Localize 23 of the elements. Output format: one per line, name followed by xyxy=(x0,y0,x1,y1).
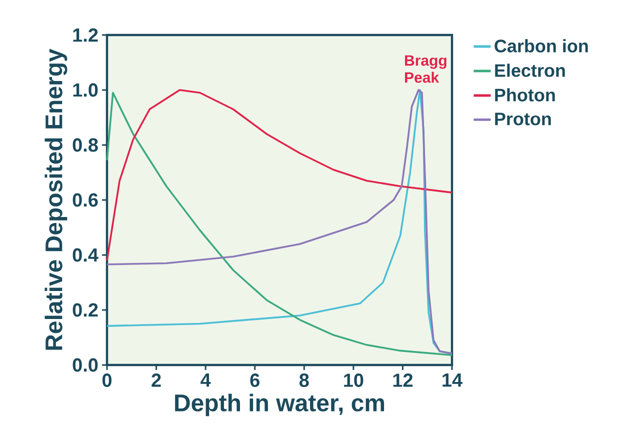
legend-label: Photon xyxy=(495,88,555,102)
y-tick-label: 1.0 xyxy=(73,83,98,97)
x-tick-label: 4 xyxy=(200,374,211,387)
x-tick-label: 12 xyxy=(393,374,413,387)
x-tick-label: 8 xyxy=(299,374,309,387)
x-axis-title: Depth in water, cm xyxy=(175,394,384,416)
y-tick-label: 0.8 xyxy=(72,138,98,152)
legend-label: Carbon ion xyxy=(494,39,588,52)
y-tick-label: 1.2 xyxy=(73,28,98,42)
x-tick-label: 14 xyxy=(442,374,462,387)
legend-label: Electron xyxy=(495,64,565,77)
x-tick-label: 6 xyxy=(250,374,260,387)
y-tick-label: 0.6 xyxy=(72,193,98,207)
x-tick-label: 0 xyxy=(102,374,112,387)
annotation: Bragg Peak xyxy=(405,55,446,83)
y-axis-title: Relative Deposited Energy xyxy=(44,48,68,350)
y-tick-label: 0.4 xyxy=(72,248,98,262)
legend-label: Proton xyxy=(495,112,551,126)
x-tick-label: 10 xyxy=(344,374,364,387)
x-tick-label: 2 xyxy=(152,374,161,387)
y-tick-label: 0.0 xyxy=(72,358,98,372)
line-series xyxy=(106,89,453,262)
y-tick-label: 0.2 xyxy=(72,303,98,317)
